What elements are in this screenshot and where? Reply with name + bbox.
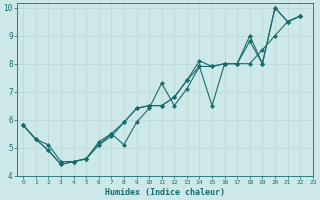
X-axis label: Humidex (Indice chaleur): Humidex (Indice chaleur)	[105, 188, 225, 197]
